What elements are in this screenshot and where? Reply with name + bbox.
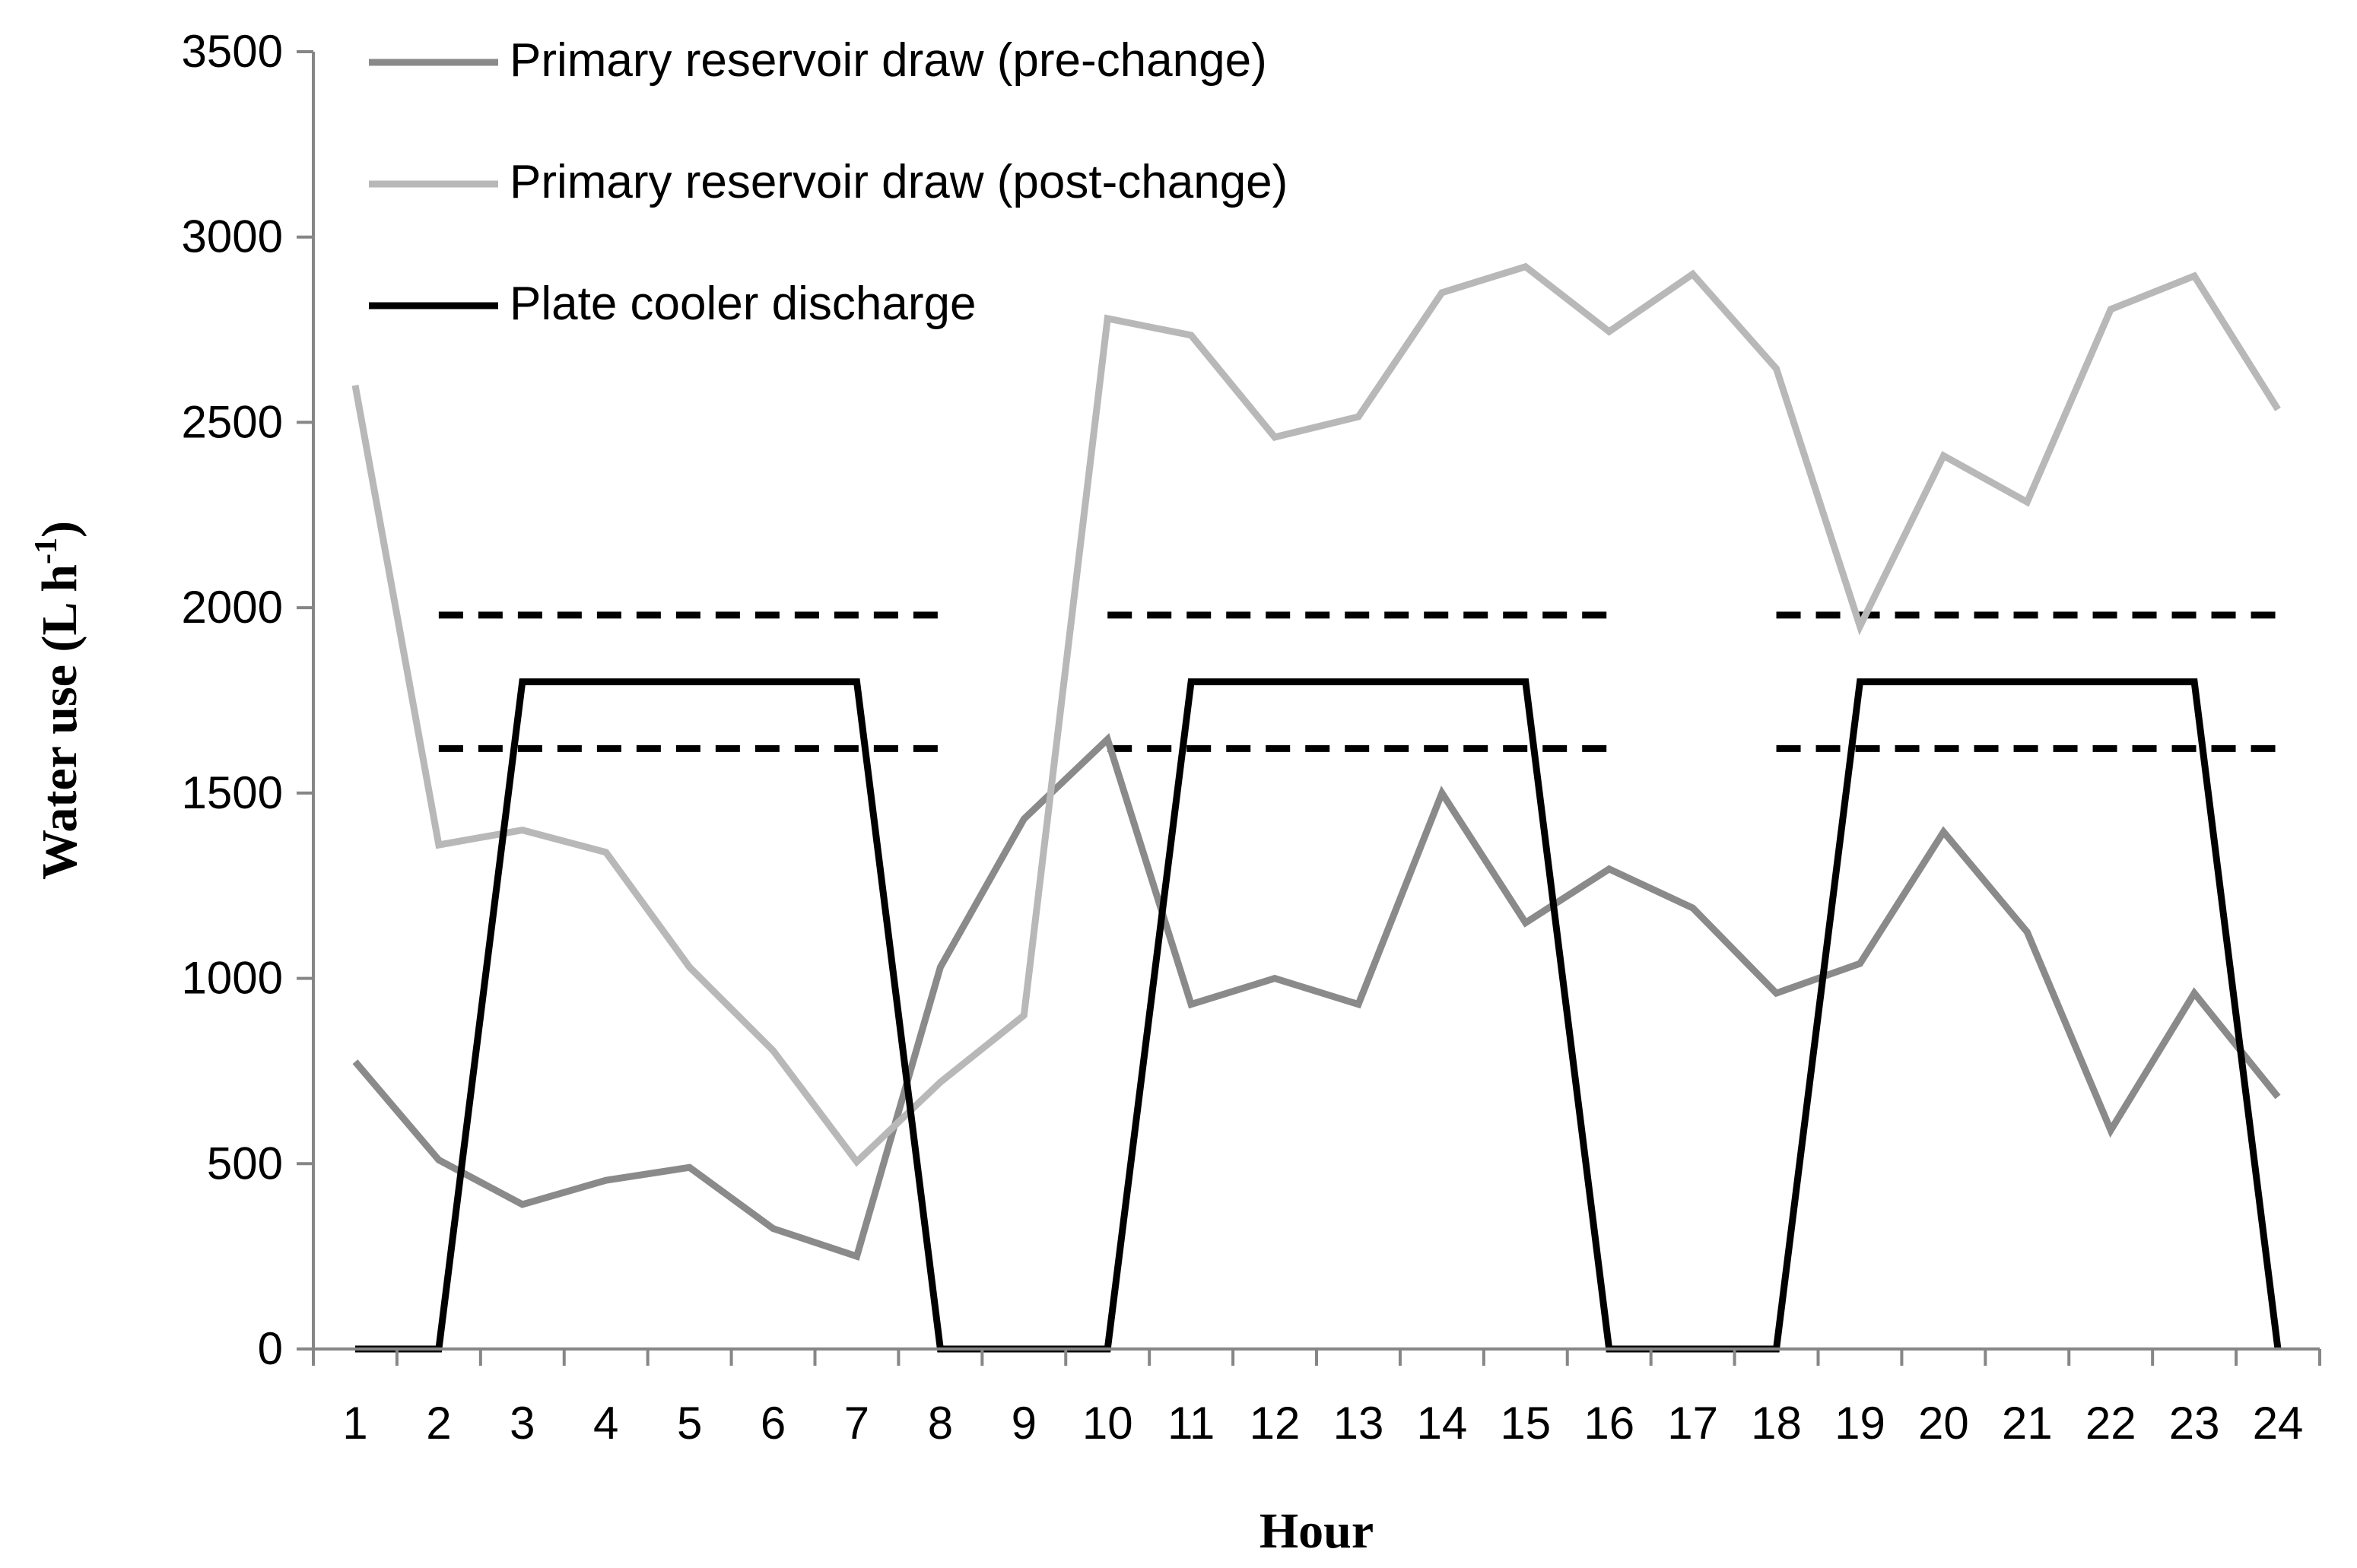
y-tick-label: 1500 — [182, 767, 283, 818]
y-tick-label: 3000 — [182, 211, 283, 262]
y-tick-label: 1000 — [182, 953, 283, 1004]
x-tick-label: 24 — [2253, 1398, 2304, 1449]
legend: Primary reservoir draw (pre-change) Prima… — [369, 34, 1288, 330]
x-tick-label: 17 — [1667, 1398, 1718, 1449]
x-tick-label: 4 — [593, 1398, 618, 1449]
x-tick-label: 19 — [1834, 1398, 1885, 1449]
x-tick-label: 13 — [1333, 1398, 1384, 1449]
x-tick-label: 9 — [1012, 1398, 1037, 1449]
y-axis-title-close: ) — [32, 521, 87, 538]
x-axis-title: Hour — [1260, 1503, 1374, 1559]
series-line-3 — [355, 678, 2282, 1353]
x-tick-label: 12 — [1250, 1398, 1301, 1449]
x-tick-label: 21 — [2002, 1398, 2053, 1449]
x-tick-label: 5 — [677, 1398, 702, 1449]
x-tick-label: 15 — [1500, 1398, 1551, 1449]
legend-label: Primary reservoir draw (post-change) — [510, 156, 1288, 208]
x-tick-label: 10 — [1082, 1398, 1133, 1449]
x-tick-label: 23 — [2169, 1398, 2220, 1449]
y-tick-label: 500 — [207, 1138, 283, 1189]
x-tick-label: 2 — [426, 1398, 451, 1449]
x-tick-label: 6 — [761, 1398, 786, 1449]
x-tick-label: 18 — [1751, 1398, 1802, 1449]
x-tick-label: 20 — [1918, 1398, 1969, 1449]
plot-area — [351, 262, 2282, 1353]
x-tick-label: 11 — [1167, 1398, 1215, 1449]
y-tick-label: 0 — [258, 1323, 283, 1374]
x-tick-label: 16 — [1584, 1398, 1634, 1449]
y-axis-title-superscript: -1 — [29, 538, 64, 564]
legend-label: Primary reservoir draw (pre-change) — [510, 34, 1267, 87]
x-tick-label: 7 — [844, 1398, 869, 1449]
y-tick-label: 2000 — [182, 582, 283, 633]
series-line-1 — [352, 732, 2281, 1261]
x-tick-label: 8 — [928, 1398, 953, 1449]
y-axis-title-main: Water use (L h — [32, 564, 87, 880]
x-tick-label: 14 — [1417, 1398, 1468, 1449]
series-line-2 — [351, 262, 2281, 1167]
x-tick-label: 1 — [342, 1398, 367, 1449]
legend-label: Plate cooler discharge — [510, 278, 976, 330]
y-tick-label: 3500 — [182, 26, 283, 77]
y-axis-title: Water use (L h-1) — [29, 521, 87, 880]
x-tick-label: 22 — [2085, 1398, 2136, 1449]
y-tick-label: 2500 — [182, 396, 283, 447]
x-tick-label: 3 — [510, 1398, 535, 1449]
